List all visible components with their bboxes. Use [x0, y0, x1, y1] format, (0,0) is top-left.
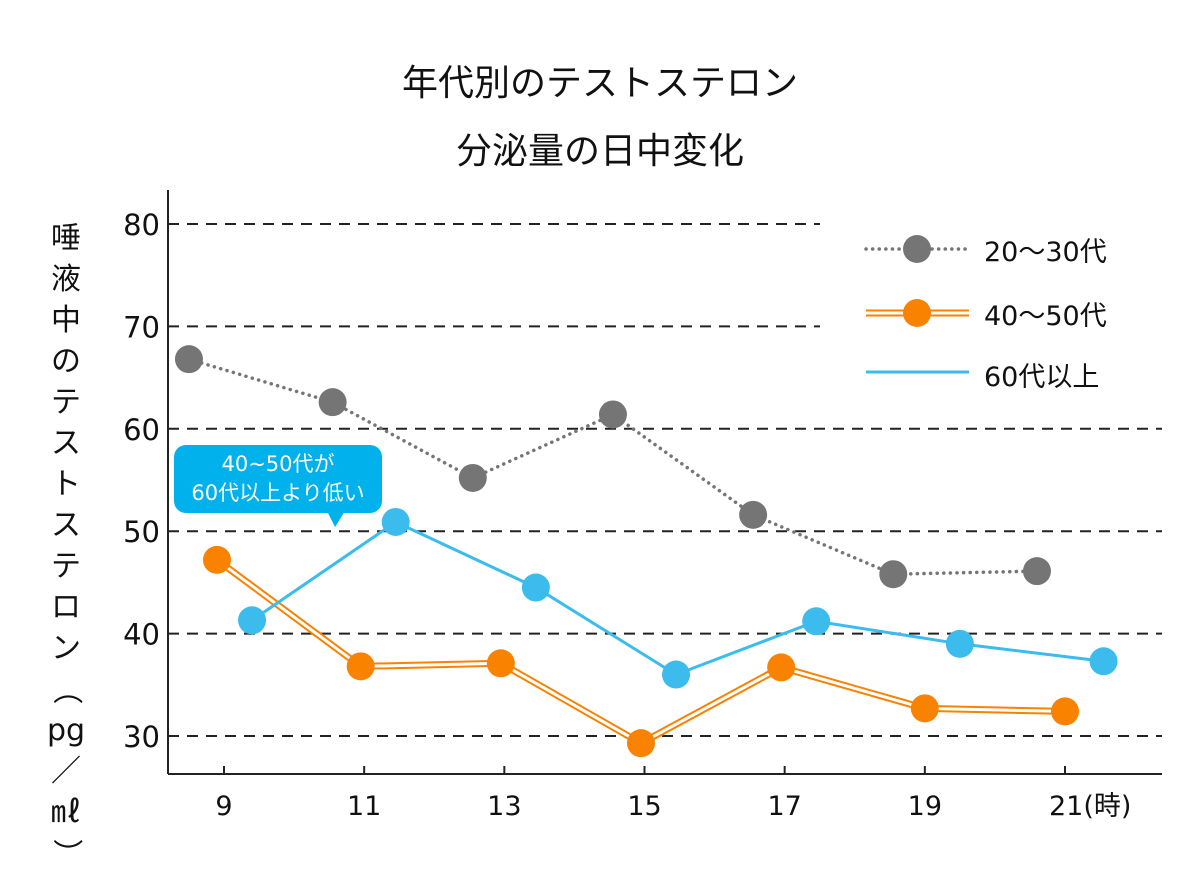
data-point-2 — [662, 660, 691, 689]
data-point-2 — [802, 607, 831, 636]
data-point-1 — [202, 545, 231, 574]
legend-label-60plus: 60代以上 — [984, 362, 1100, 393]
y-axis-label-char: ロ — [51, 590, 81, 625]
y-axis-label: 唾液中のテストステロン（pg ／㎖） — [44, 218, 88, 874]
data-point-0 — [458, 463, 487, 492]
data-point-1 — [910, 694, 939, 723]
chart-title-line1: 年代別のテストステロン — [401, 63, 798, 104]
y-axis-label-char: ト — [51, 467, 81, 502]
data-point-0 — [318, 388, 347, 417]
annotation-line2: 60代以上より低い — [191, 481, 365, 505]
chart-title-line2: 分泌量の日中変化 — [455, 131, 744, 172]
y-axis-label-char: ス — [51, 508, 81, 543]
data-point-2 — [521, 573, 550, 602]
legend-marker-1 — [903, 299, 931, 327]
data-point-1 — [767, 653, 796, 682]
y-axis-label-char: 中 — [51, 303, 81, 338]
x-tick-label: 21(時) — [1049, 791, 1131, 822]
annotation-line1: 40~50代が — [221, 452, 335, 476]
y-axis-label-char: ／ — [51, 754, 81, 789]
data-point-0 — [598, 400, 627, 429]
y-axis-label-char: の — [51, 344, 81, 379]
y-axis-label-char: 唾 — [51, 221, 81, 256]
y-tick-label: 50 — [123, 515, 160, 549]
data-point-1 — [346, 652, 375, 681]
data-point-2 — [945, 629, 974, 658]
data-point-1 — [1051, 697, 1079, 726]
y-axis-label-char: テ — [51, 549, 81, 584]
x-tick-label: 17 — [767, 791, 801, 822]
data-point-0 — [739, 500, 768, 529]
y-tick-label: 60 — [123, 413, 160, 447]
y-axis-label-char: ㎖ — [51, 795, 81, 830]
y-axis-label-char: ス — [51, 426, 81, 461]
y-tick-label: 70 — [123, 310, 160, 344]
data-point-0 — [174, 345, 203, 374]
data-point-0 — [879, 560, 908, 589]
y-tick-label: 30 — [123, 720, 160, 754]
data-point-2 — [238, 606, 267, 635]
y-axis-label-char: ン — [51, 631, 81, 666]
y-tick-label: 80 — [123, 208, 160, 242]
x-tick-label: 19 — [908, 791, 942, 822]
y-axis-label-char: 液 — [51, 262, 81, 297]
x-tick-label: 13 — [487, 791, 521, 822]
data-point-1 — [486, 649, 515, 678]
x-tick-label: 9 — [215, 791, 232, 822]
y-axis-label-char: pg — [46, 713, 86, 748]
data-point-1 — [626, 729, 655, 758]
data-point-0 — [1022, 557, 1051, 586]
data-point-2 — [1089, 647, 1118, 676]
x-tick-label: 15 — [627, 791, 661, 822]
data-point-2 — [381, 507, 410, 536]
legend-label-20-30: 20〜30代 — [984, 237, 1107, 268]
legend-label-40-50: 40〜50代 — [984, 301, 1107, 332]
y-axis-label-char: テ — [51, 385, 81, 420]
legend-marker-0 — [903, 235, 931, 263]
annotation-callout: 40~50代が 60代以上より低い — [174, 445, 382, 513]
series-line-2 — [251, 520, 1104, 677]
y-tick-label: 40 — [123, 618, 160, 652]
x-tick-label: 11 — [347, 791, 381, 822]
